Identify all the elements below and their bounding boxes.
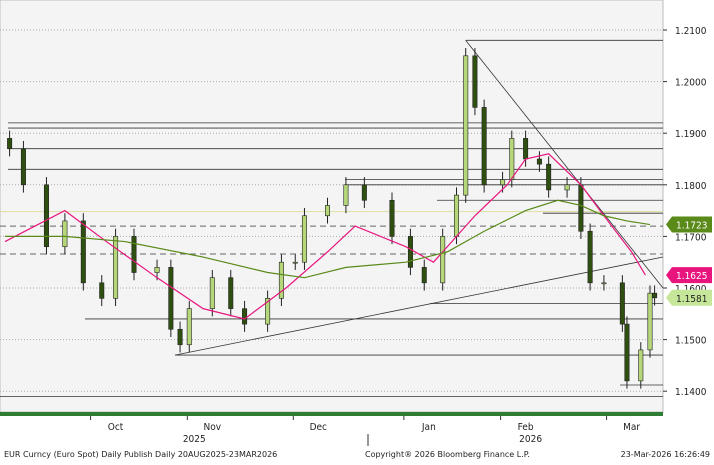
candle-body bbox=[546, 163, 552, 191]
y-tick-label: 1.1400 bbox=[675, 387, 707, 398]
candle-body bbox=[242, 308, 248, 325]
candle-body bbox=[324, 205, 330, 217]
y-tick-label: 1.1700 bbox=[675, 232, 707, 243]
copyright: Copyright® 2026 Bloomberg Finance L.P. bbox=[365, 450, 530, 459]
candle-body bbox=[43, 184, 49, 248]
y-tick-label: 1.2100 bbox=[675, 26, 707, 37]
last-price-badge bbox=[666, 289, 712, 306]
candle-body bbox=[523, 138, 529, 160]
candle-body bbox=[421, 267, 427, 284]
candle-body bbox=[292, 261, 298, 264]
candle-body bbox=[638, 349, 644, 382]
last-price-label: 1.1581 bbox=[676, 294, 707, 305]
up-trendline bbox=[174, 256, 664, 356]
candle-body bbox=[186, 308, 192, 346]
candle-body bbox=[578, 184, 584, 232]
candle-body bbox=[500, 179, 506, 186]
candle-body bbox=[624, 323, 630, 382]
ma50-badge bbox=[666, 216, 712, 233]
candle-body bbox=[453, 194, 459, 237]
candle-body bbox=[407, 236, 413, 268]
candle-body bbox=[536, 158, 542, 165]
candle-body bbox=[99, 282, 105, 299]
x-tick-label: Feb bbox=[518, 422, 534, 433]
candle-body bbox=[389, 199, 395, 237]
candle-body bbox=[154, 267, 160, 273]
candle-body bbox=[361, 184, 367, 201]
candle-body bbox=[440, 236, 446, 284]
candle-body bbox=[7, 138, 13, 149]
candle-body bbox=[62, 220, 68, 248]
ma50-label: 1.1723 bbox=[676, 221, 707, 232]
candle-body bbox=[168, 267, 174, 330]
chart-title: EUR Curncy (Euro Spot) Daily Publish Dai… bbox=[4, 450, 277, 459]
candle-body bbox=[481, 107, 487, 186]
candle-body bbox=[20, 148, 26, 186]
ma20-badge bbox=[666, 267, 712, 284]
candle-body bbox=[265, 298, 271, 325]
candle-body bbox=[278, 261, 284, 299]
y-tick-label: 1.1900 bbox=[675, 129, 707, 140]
candle-body bbox=[131, 236, 137, 273]
y-tick-label: 1.1500 bbox=[675, 336, 707, 347]
x-tick-label: Nov bbox=[204, 422, 222, 433]
x-tick-label: Mar bbox=[623, 422, 640, 433]
x-tick-label: Dec bbox=[310, 422, 327, 433]
candle-body bbox=[564, 184, 570, 191]
ma20-label: 1.1625 bbox=[676, 271, 707, 282]
candle-body bbox=[177, 328, 183, 346]
down-trendline bbox=[465, 40, 664, 289]
candle-body bbox=[619, 282, 625, 325]
y-tick-label: 1.1600 bbox=[675, 284, 707, 295]
timestamp: 23-Mar-2026 16:26:49 bbox=[621, 450, 710, 459]
x-tick-label: Oct bbox=[108, 422, 124, 433]
year-label: 2026 bbox=[519, 434, 542, 445]
candle-body bbox=[80, 220, 86, 284]
candle-body bbox=[463, 55, 469, 196]
y-tick-label: 1.2000 bbox=[675, 78, 707, 89]
y-tick-label: 1.1800 bbox=[675, 181, 707, 192]
candle-body bbox=[209, 277, 215, 309]
candle-body bbox=[472, 55, 478, 108]
candle-body bbox=[652, 292, 658, 299]
candle-body bbox=[228, 277, 234, 309]
year-label: 2025 bbox=[183, 434, 206, 445]
candle-body bbox=[587, 230, 593, 284]
candle-body bbox=[343, 184, 349, 206]
x-axis-bar bbox=[0, 412, 663, 416]
candle-body bbox=[647, 292, 653, 351]
x-tick-label: Jan bbox=[421, 422, 436, 433]
ma-line-0 bbox=[4, 153, 646, 320]
plot-area bbox=[0, 0, 664, 413]
candle-body bbox=[113, 236, 119, 299]
candle-body bbox=[509, 138, 515, 180]
candle-body bbox=[301, 215, 307, 263]
ma-line-1 bbox=[5, 199, 651, 279]
candle-body bbox=[601, 282, 607, 285]
